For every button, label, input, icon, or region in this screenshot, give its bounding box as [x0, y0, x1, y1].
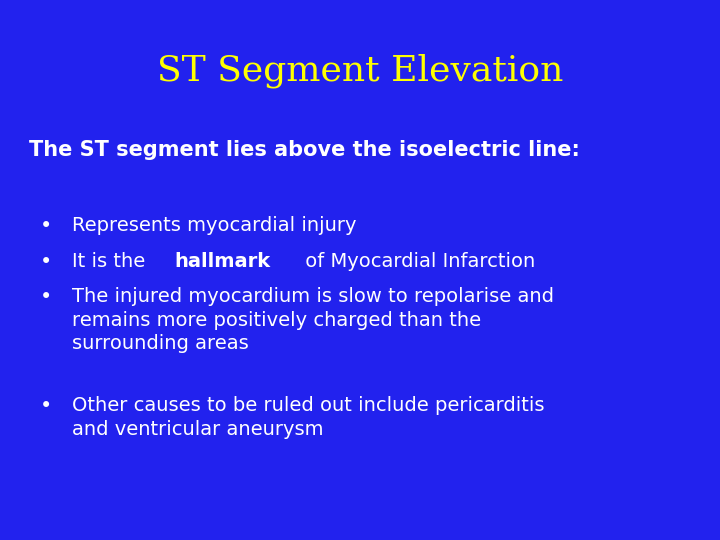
Text: It is the: It is the: [72, 252, 151, 271]
Text: Represents myocardial injury: Represents myocardial injury: [72, 216, 356, 235]
Text: ST Segment Elevation: ST Segment Elevation: [157, 54, 563, 89]
Text: •: •: [40, 396, 52, 416]
Text: Other causes to be ruled out include pericarditis
and ventricular aneurysm: Other causes to be ruled out include per…: [72, 396, 544, 439]
Text: •: •: [40, 252, 52, 272]
Text: of Myocardial Infarction: of Myocardial Infarction: [299, 252, 535, 271]
Text: •: •: [40, 216, 52, 236]
Text: hallmark: hallmark: [174, 252, 271, 271]
Text: The ST segment lies above the isoelectric line:: The ST segment lies above the isoelectri…: [29, 140, 580, 160]
Text: •: •: [40, 287, 52, 307]
Text: The injured myocardium is slow to repolarise and
remains more positively charged: The injured myocardium is slow to repola…: [72, 287, 554, 354]
